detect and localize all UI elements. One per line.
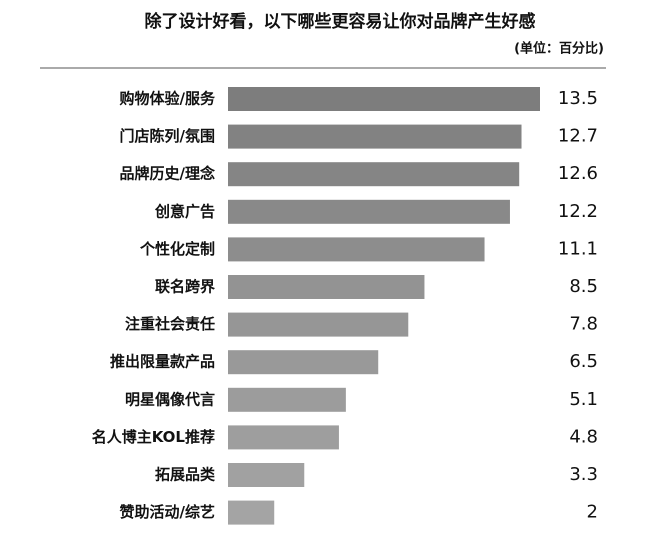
bar [228,387,346,412]
bar [228,199,510,224]
value-label: 11.1 [558,238,598,259]
bar [228,162,520,187]
bar [228,124,522,149]
bar [228,463,305,487]
bar [228,312,409,337]
value-label: 6.5 [569,351,598,372]
value-label: 5.1 [569,389,598,410]
category-label: 个性化定制 [139,240,215,258]
value-label: 7.8 [569,314,598,335]
value-label: 4.8 [569,426,598,447]
category-label: 注重社会责任 [125,315,215,333]
value-label: 2 [587,502,598,523]
value-label: 12.6 [558,163,598,184]
category-label: 明星偶像代言 [125,390,215,408]
value-label: 8.5 [569,276,598,297]
bar [228,275,425,299]
value-label: 3.3 [569,464,598,485]
category-label: 联名跨界 [155,278,215,296]
bar [228,350,379,375]
category-label: 拓展品类 [155,466,216,484]
bar [228,500,275,525]
bar [228,425,339,450]
chart-subtitle: (单位：百分比) [514,41,604,57]
category-label: 推出限量款产品 [110,353,215,371]
category-label: 购物体验/服务 [120,90,216,108]
value-label: 12.2 [558,201,598,222]
bar [228,237,485,262]
category-label: 名人博主KOL推荐 [92,428,215,446]
category-label: 品牌历史/理念 [120,165,215,183]
value-label: 13.5 [558,88,598,109]
category-label: 门店陈列/氛围 [120,127,215,145]
category-label: 赞助活动/综艺 [119,503,215,521]
bar [228,87,540,111]
chart-title: 除了设计好看，以下哪些更容易让你对品牌产生好感 [145,11,536,32]
category-label: 创意广告 [154,202,215,220]
value-label: 12.7 [558,126,598,147]
